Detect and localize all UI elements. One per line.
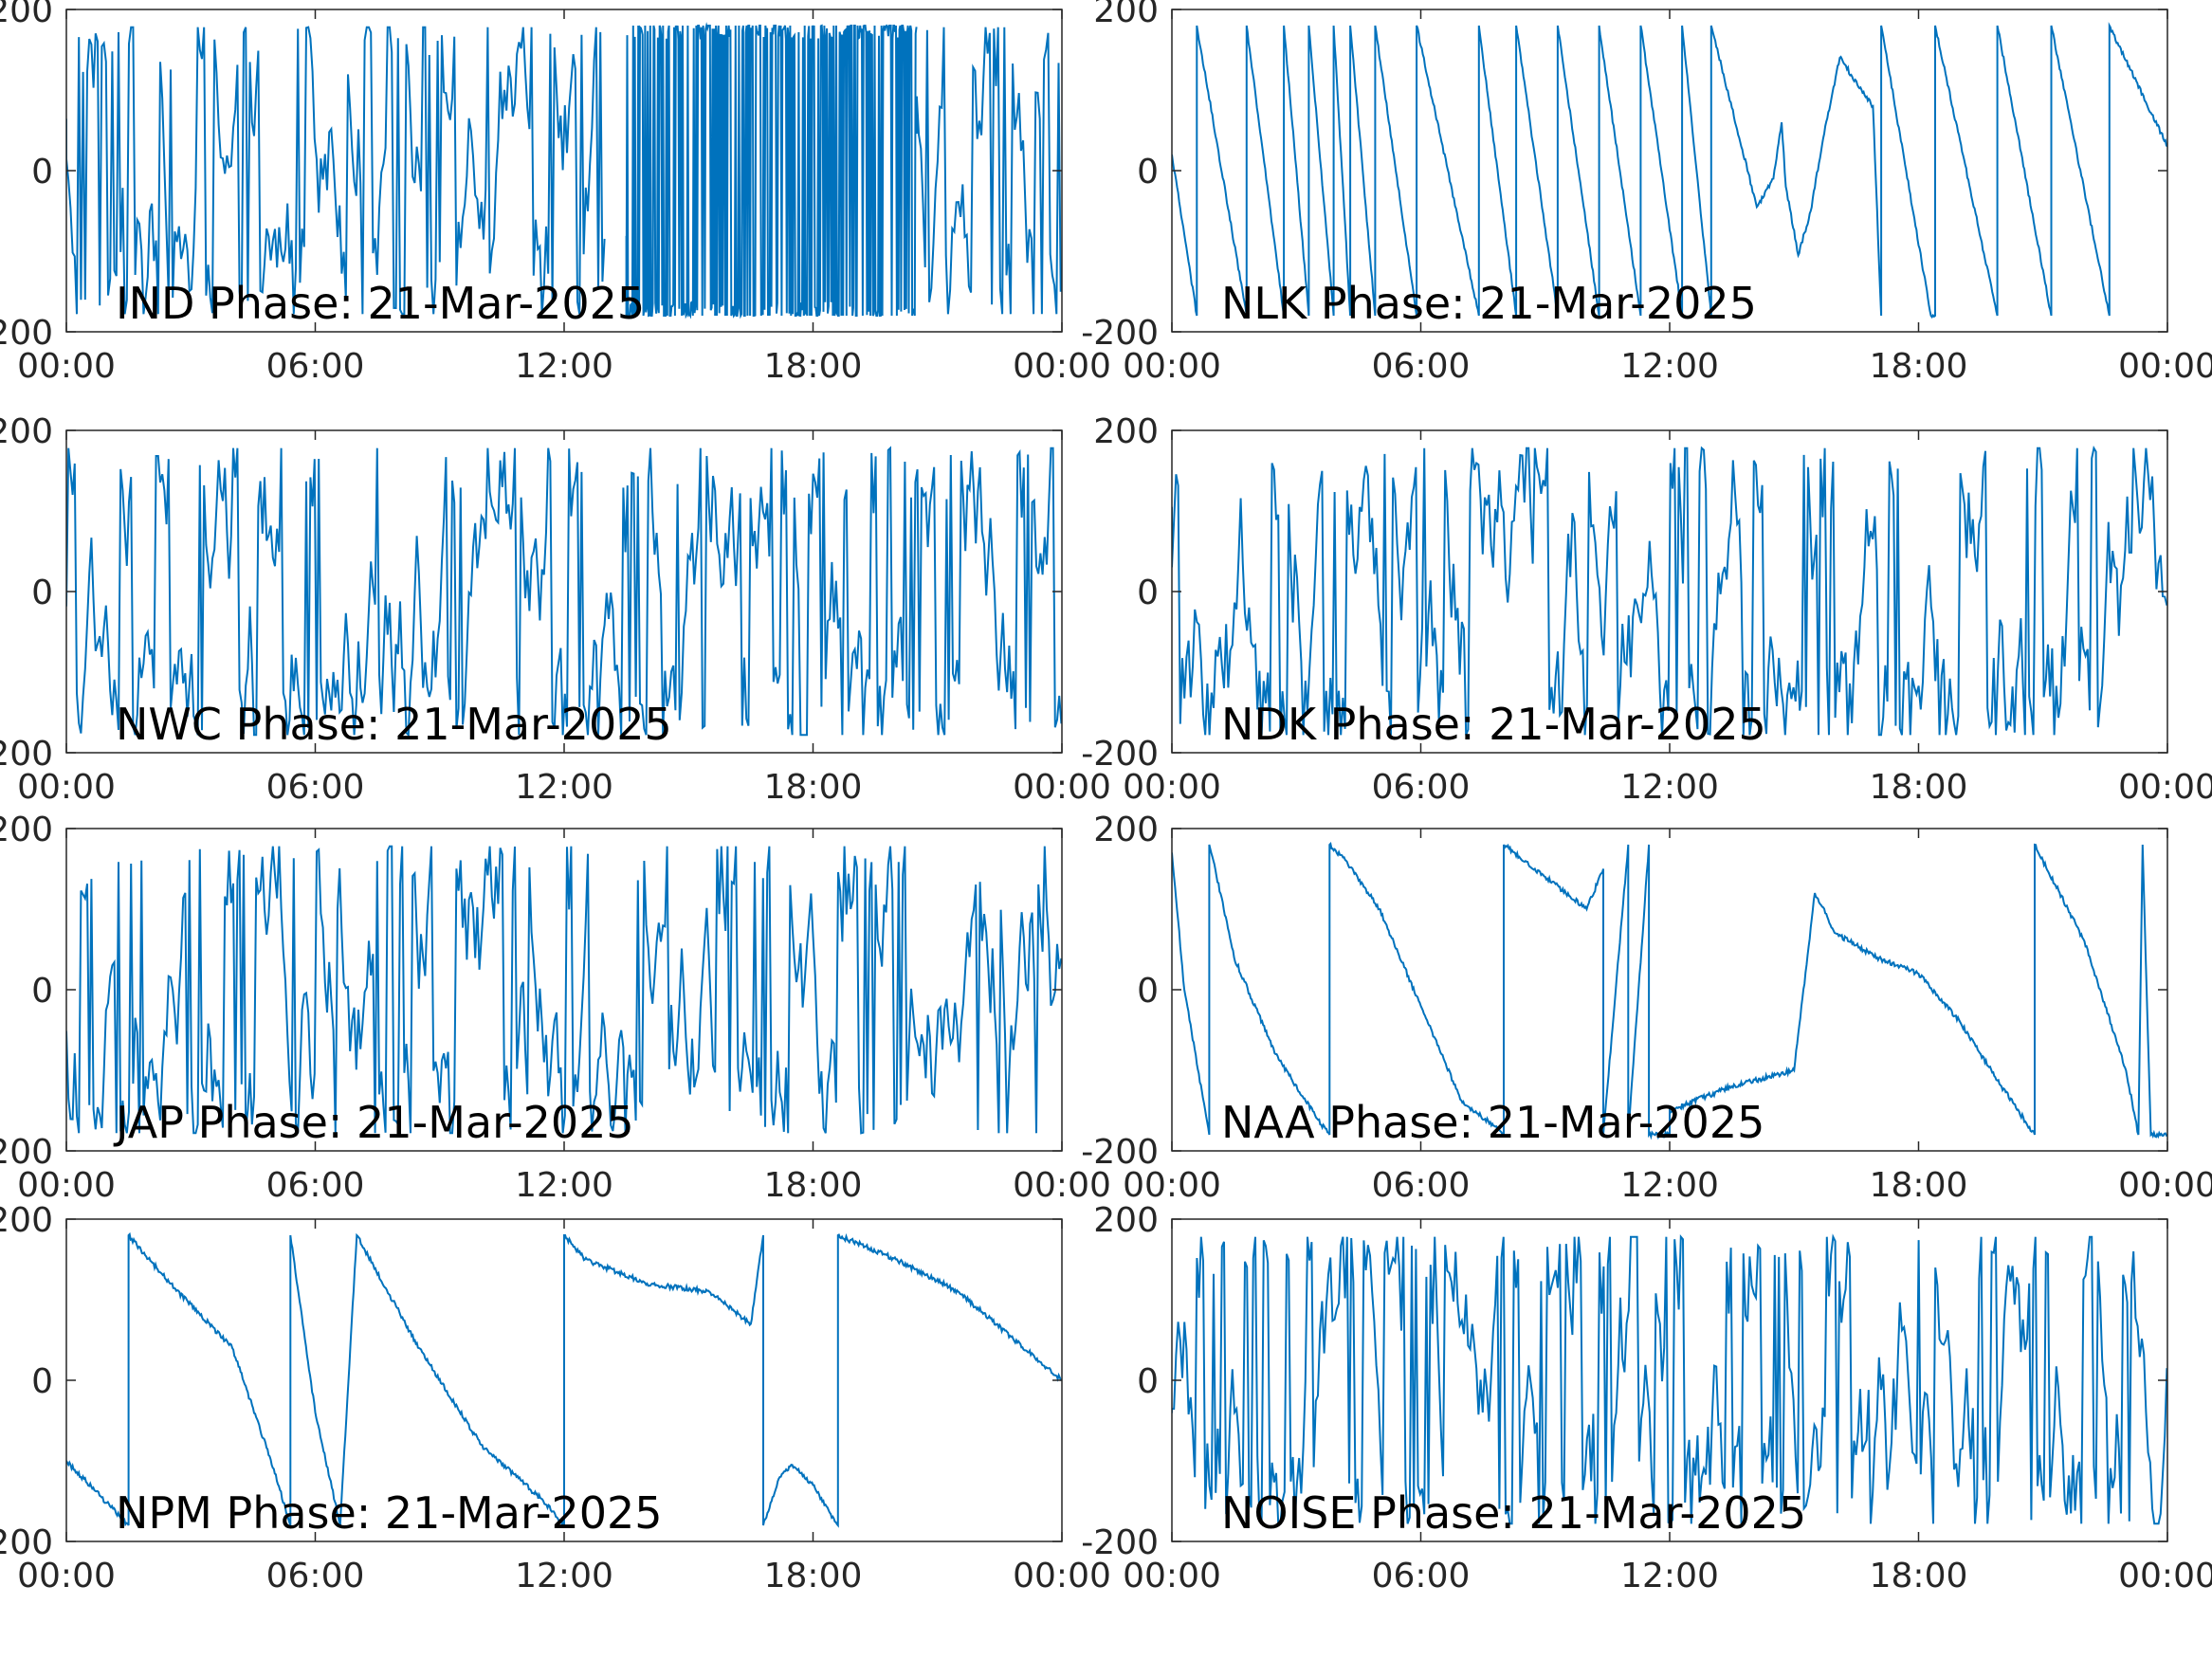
y-tick-label: -200 bbox=[1081, 1523, 1159, 1562]
x-tick-label: 06:00 bbox=[266, 768, 365, 807]
y-tick-label: 0 bbox=[31, 574, 53, 612]
y-tick-label: -200 bbox=[0, 314, 53, 353]
x-tick-label: 12:00 bbox=[515, 768, 613, 807]
x-tick-label: 06:00 bbox=[1372, 1557, 1471, 1595]
x-tick-label: 00:00 bbox=[1123, 768, 1221, 807]
x-tick-label: 00:00 bbox=[17, 347, 116, 386]
x-tick-label: 12:00 bbox=[1620, 1557, 1719, 1595]
x-tick-label: 00:00 bbox=[2118, 768, 2212, 807]
y-tick-label: 0 bbox=[31, 153, 53, 191]
y-tick-label: 200 bbox=[0, 811, 53, 849]
x-tick-label: 18:00 bbox=[1870, 1166, 1968, 1205]
x-tick-label: 18:00 bbox=[1870, 768, 1968, 807]
x-tick-label: 06:00 bbox=[266, 1557, 365, 1595]
x-tick-label: 12:00 bbox=[515, 1166, 613, 1205]
phase-series-line bbox=[66, 845, 1062, 1135]
phase-series-line bbox=[66, 22, 1062, 319]
y-tick-label: 200 bbox=[1093, 811, 1159, 849]
y-tick-label: 200 bbox=[1093, 1201, 1159, 1240]
x-tick-label: 06:00 bbox=[266, 347, 365, 386]
x-tick-label: 00:00 bbox=[2118, 1557, 2212, 1595]
x-tick-label: 06:00 bbox=[1372, 347, 1471, 386]
phase-series-line bbox=[1172, 445, 2167, 737]
y-tick-label: -200 bbox=[0, 735, 53, 774]
y-tick-label: 0 bbox=[1137, 1362, 1159, 1401]
x-tick-label: 00:00 bbox=[17, 768, 116, 807]
x-tick-label: 12:00 bbox=[1620, 347, 1719, 386]
x-tick-label: 18:00 bbox=[764, 1166, 863, 1205]
y-tick-label: 200 bbox=[0, 0, 53, 30]
phase-series-line bbox=[1172, 22, 2167, 319]
y-tick-label: -200 bbox=[1081, 1133, 1159, 1172]
x-tick-label: 00:00 bbox=[1013, 1166, 1111, 1205]
y-tick-label: 200 bbox=[1093, 412, 1159, 451]
x-tick-label: 00:00 bbox=[17, 1557, 116, 1595]
phase-series-line bbox=[1172, 841, 2167, 1140]
chart-title: IND Phase: 21-Mar-2025 bbox=[116, 278, 645, 329]
x-tick-label: 00:00 bbox=[1123, 347, 1221, 386]
chart-title: NPM Phase: 21-Mar-2025 bbox=[116, 1487, 663, 1539]
x-tick-label: 00:00 bbox=[1013, 768, 1111, 807]
x-tick-label: 06:00 bbox=[1372, 1166, 1471, 1205]
y-tick-label: 0 bbox=[31, 972, 53, 1011]
y-tick-label: -200 bbox=[0, 1523, 53, 1562]
x-tick-label: 12:00 bbox=[515, 1557, 613, 1595]
phase-series-line bbox=[66, 446, 1062, 738]
chart-title: NAA Phase: 21-Mar-2025 bbox=[1221, 1097, 1764, 1148]
phase-series-line bbox=[66, 1231, 1062, 1529]
y-tick-label: -200 bbox=[1081, 735, 1159, 774]
y-tick-label: -200 bbox=[1081, 314, 1159, 353]
x-tick-label: 18:00 bbox=[1870, 347, 1968, 386]
x-tick-label: 18:00 bbox=[764, 347, 863, 386]
y-tick-label: 200 bbox=[1093, 0, 1159, 30]
x-tick-label: 00:00 bbox=[1013, 1557, 1111, 1595]
y-tick-label: -200 bbox=[0, 1133, 53, 1172]
x-tick-label: 18:00 bbox=[764, 1557, 863, 1595]
x-tick-label: 12:00 bbox=[1620, 768, 1719, 807]
y-tick-label: 0 bbox=[1137, 574, 1159, 612]
x-tick-label: 00:00 bbox=[17, 1166, 116, 1205]
y-tick-label: 0 bbox=[1137, 153, 1159, 191]
x-tick-label: 06:00 bbox=[1372, 768, 1471, 807]
y-tick-label: 200 bbox=[0, 1201, 53, 1240]
chart-title: NDK Phase: 21-Mar-2025 bbox=[1221, 699, 1766, 750]
chart-title: JAP Phase: 21-Mar-2025 bbox=[113, 1097, 634, 1148]
x-tick-label: 00:00 bbox=[1013, 347, 1111, 386]
chart-title: NLK Phase: 21-Mar-2025 bbox=[1221, 278, 1757, 329]
x-tick-label: 18:00 bbox=[764, 768, 863, 807]
x-tick-label: 18:00 bbox=[1870, 1557, 1968, 1595]
x-tick-label: 00:00 bbox=[1123, 1166, 1221, 1205]
x-tick-label: 12:00 bbox=[1620, 1166, 1719, 1205]
y-tick-label: 200 bbox=[0, 412, 53, 451]
phase-series-line bbox=[1172, 1233, 2167, 1525]
chart-title: NWC Phase: 21-Mar-2025 bbox=[116, 699, 672, 750]
y-tick-label: 0 bbox=[31, 1362, 53, 1401]
x-tick-label: 12:00 bbox=[515, 347, 613, 386]
y-tick-label: 0 bbox=[1137, 972, 1159, 1011]
chart-title: NOISE Phase: 21-Mar-2025 bbox=[1221, 1487, 1806, 1539]
x-tick-label: 00:00 bbox=[2118, 1166, 2212, 1205]
x-tick-label: 00:00 bbox=[2118, 347, 2212, 386]
x-tick-label: 00:00 bbox=[1123, 1557, 1221, 1595]
x-tick-label: 06:00 bbox=[266, 1166, 365, 1205]
